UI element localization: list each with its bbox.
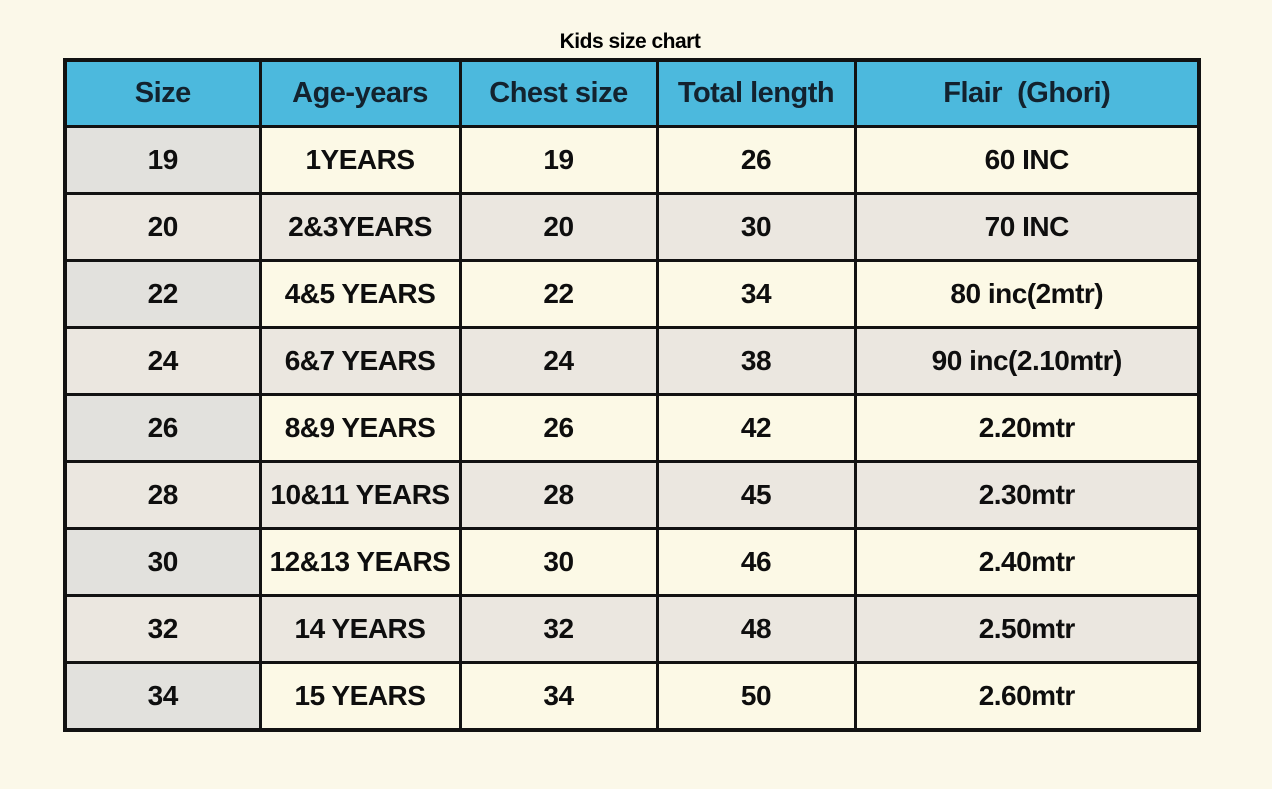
- table-row: 20 2&3YEARS 20 30 70 INC: [63, 192, 1201, 262]
- table-cell: 2.60mtr: [853, 661, 1201, 732]
- size-cell: 24: [63, 326, 262, 396]
- table-cell: 28: [458, 460, 659, 530]
- table-cell: 26: [458, 393, 659, 463]
- table-cell: 2&3YEARS: [258, 192, 462, 262]
- table-cell: 45: [655, 460, 857, 530]
- table-row: 34 15 YEARS 34 50 2.60mtr: [63, 661, 1201, 732]
- header-row: Size Age-years Chest size Total length Flair…: [63, 58, 1201, 128]
- table-cell: 10&11 YEARS: [258, 460, 462, 530]
- size-cell: 32: [63, 594, 262, 664]
- table-cell: 2.30mtr: [853, 460, 1201, 530]
- table-row: 22 4&5 YEARS 22 34 80 inc(2mtr): [63, 259, 1201, 329]
- table-cell: 42: [655, 393, 857, 463]
- size-cell: 22: [63, 259, 262, 329]
- size-cell: 28: [63, 460, 262, 530]
- table-cell: 19: [458, 125, 659, 195]
- table-cell: 22: [458, 259, 659, 329]
- table-cell: 30: [655, 192, 857, 262]
- table-cell: 90 inc(2.10mtr): [853, 326, 1201, 396]
- table-cell: 38: [655, 326, 857, 396]
- table-cell: 6&7 YEARS: [258, 326, 462, 396]
- table-cell: 2.50mtr: [853, 594, 1201, 664]
- size-cell: 26: [63, 393, 262, 463]
- size-cell: 20: [63, 192, 262, 262]
- table-cell: 2.20mtr: [853, 393, 1201, 463]
- table-cell: 1YEARS: [258, 125, 462, 195]
- size-cell: 30: [63, 527, 262, 597]
- table-cell: 26: [655, 125, 857, 195]
- column-header-total-length: Total length: [655, 58, 857, 128]
- table-row: 32 14 YEARS 32 48 2.50mtr: [63, 594, 1201, 664]
- table-cell: 24: [458, 326, 659, 396]
- table-cell: 32: [458, 594, 659, 664]
- table-cell: 50: [655, 661, 857, 732]
- table-cell: 20: [458, 192, 659, 262]
- table-cell: 4&5 YEARS: [258, 259, 462, 329]
- table-header: Size Age-years Chest size Total length Flair…: [63, 58, 1201, 128]
- table-cell: 2.40mtr: [853, 527, 1201, 597]
- table-cell: 46: [655, 527, 857, 597]
- size-cell: 19: [63, 125, 262, 195]
- column-header-flair-ghori: Flair (Ghori): [853, 58, 1201, 128]
- table-row: 26 8&9 YEARS 26 42 2.20mtr: [63, 393, 1201, 463]
- table-row: 30 12&13 YEARS 30 46 2.40mtr: [63, 527, 1201, 597]
- table-body: 19 1YEARS 19 26 60 INC 20 2&3YEARS 20 30 70 INC 22…: [63, 125, 1201, 732]
- table-cell: 60 INC: [853, 125, 1201, 195]
- page-title: Kids size chart: [559, 30, 701, 53]
- column-header-chest-size: Chest size: [458, 58, 659, 128]
- column-header-age-years: Age-years: [258, 58, 462, 128]
- table-cell: 8&9 YEARS: [258, 393, 462, 463]
- table-cell: 12&13 YEARS: [258, 527, 462, 597]
- table-row: 19 1YEARS 19 26 60 INC: [63, 125, 1201, 195]
- size-cell: 34: [63, 661, 262, 732]
- table-row: 24 6&7 YEARS 24 38 90 inc(2.10mtr): [63, 326, 1201, 396]
- table-cell: 80 inc(2mtr): [853, 259, 1201, 329]
- table-cell: 15 YEARS: [258, 661, 462, 732]
- table-cell: 34: [655, 259, 857, 329]
- table-cell: 14 YEARS: [258, 594, 462, 664]
- table-cell: 30: [458, 527, 659, 597]
- table-row: 28 10&11 YEARS 28 45 2.30mtr: [63, 460, 1201, 530]
- kids-size-chart-table: Size Age-years Chest size Total length Flair…: [63, 58, 1201, 732]
- table-cell: 48: [655, 594, 857, 664]
- table-cell: 70 INC: [853, 192, 1201, 262]
- column-header-size: Size: [63, 58, 262, 128]
- table-cell: 34: [458, 661, 659, 732]
